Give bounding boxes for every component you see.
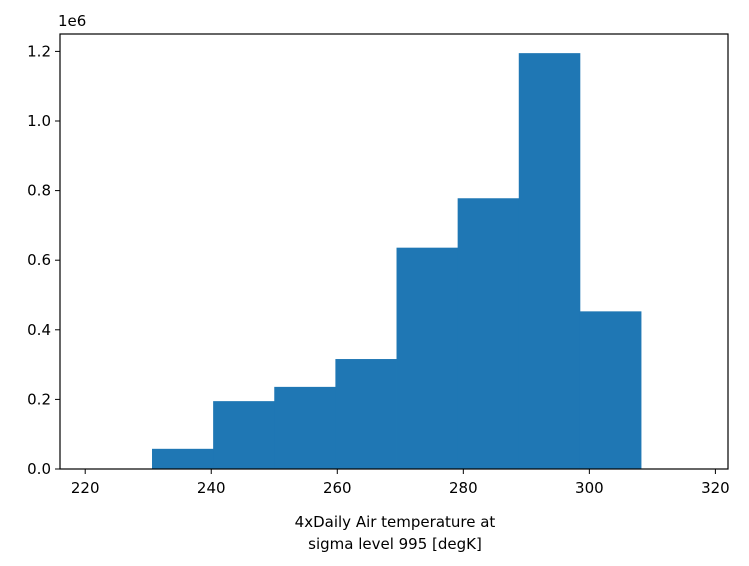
histogram-bar-4 (396, 247, 459, 469)
y-tick-label-1: 0.2 (27, 390, 51, 408)
x-tick-label-5: 320 (701, 479, 730, 497)
y-tick-label-3: 0.6 (27, 251, 51, 269)
x-axis-label-line1: 4xDaily Air temperature at (295, 513, 496, 531)
histogram-bar-7 (579, 311, 642, 469)
histogram-bars (152, 53, 642, 470)
y-offset-label: 1e6 (58, 12, 86, 30)
histogram-bar-6 (518, 53, 581, 469)
histogram-bar-2 (274, 386, 336, 469)
histogram-bar-1 (213, 401, 275, 469)
y-tick-label-0: 0.0 (27, 460, 51, 478)
y-tick-label-4: 0.8 (27, 182, 51, 200)
histogram-bar-5 (457, 198, 520, 470)
y-tick-label-2: 0.4 (27, 321, 51, 339)
plot-frame (59, 33, 729, 470)
x-axis-ticks: 220 240 260 280 300 320 (71, 469, 730, 497)
x-tick-label-1: 240 (197, 479, 226, 497)
x-tick-label-4: 300 (575, 479, 604, 497)
y-tick-label-6: 1.2 (27, 42, 51, 60)
x-tick-label-3: 280 (449, 479, 478, 497)
histogram-bar-3 (335, 359, 397, 469)
y-tick-label-5: 1.0 (27, 112, 51, 130)
x-axis-label-line2: sigma level 995 [degK] (308, 535, 482, 553)
x-tick-label-0: 220 (71, 479, 100, 497)
x-tick-label-2: 260 (323, 479, 352, 497)
histogram-bar-0 (152, 448, 214, 469)
y-axis-ticks: 0.0 0.2 0.4 0.6 0.8 1.0 1.2 (27, 42, 60, 478)
